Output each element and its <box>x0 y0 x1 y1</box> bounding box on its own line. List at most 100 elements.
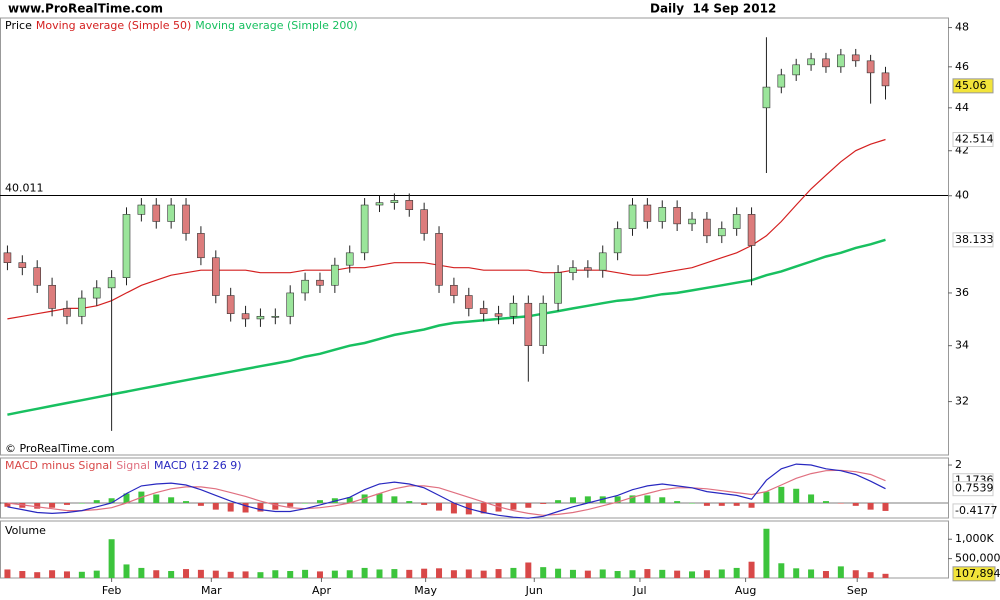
candle-body <box>584 267 592 271</box>
histogram-bar <box>346 497 353 503</box>
candle-body <box>703 218 711 237</box>
volume-bar <box>703 570 710 578</box>
histogram-bar <box>540 503 547 504</box>
candle-body <box>256 315 265 320</box>
candle-body <box>539 302 548 346</box>
volume-bar <box>644 569 651 578</box>
volume-bar <box>287 571 294 578</box>
y-tick-label: 40 <box>955 189 969 202</box>
histogram-bar <box>733 503 740 506</box>
candle-body <box>643 204 652 222</box>
volume-bar <box>629 570 636 578</box>
candle-body <box>152 204 161 222</box>
x-tick-label: Sep <box>847 584 868 597</box>
volume-bar <box>867 572 874 578</box>
volume-bar <box>555 568 562 578</box>
histogram-bar <box>287 503 294 507</box>
panel-frame <box>0 17 949 456</box>
histogram-bar <box>272 503 279 510</box>
macd-last-label-box <box>952 503 994 519</box>
candle-body <box>137 204 146 215</box>
volume-bar <box>659 569 666 578</box>
volume-bar <box>227 571 234 578</box>
histogram-bar <box>93 500 100 503</box>
volume-bar <box>837 566 844 578</box>
histogram-bar <box>837 503 844 504</box>
volume-bar <box>525 562 532 578</box>
candle-body <box>569 267 577 273</box>
candle-body <box>390 200 399 203</box>
legend-entry: MACD minus Signal <box>5 459 112 472</box>
histogram-bar <box>406 501 413 503</box>
histogram-bar <box>108 498 115 503</box>
ma-last-label-box <box>952 132 994 148</box>
volume-bar <box>406 569 413 578</box>
histogram-bar <box>63 503 70 505</box>
candle-body <box>792 64 801 76</box>
volume-bar <box>480 570 487 578</box>
volume-bar <box>569 569 576 578</box>
candle-body <box>63 308 71 317</box>
macd-last-label: -0.4177 <box>955 504 997 517</box>
candle-body <box>509 302 518 317</box>
legend-entry: Signal <box>116 459 150 472</box>
histogram-bar <box>183 501 190 503</box>
macd-line <box>7 469 886 516</box>
volume-bar <box>63 571 70 578</box>
candle-body <box>851 54 860 62</box>
candle-body <box>866 60 875 74</box>
volume-bar <box>450 570 457 578</box>
histogram-bar <box>510 503 517 510</box>
ma-last-label: 38.133 <box>955 233 994 246</box>
candle-body <box>211 257 220 296</box>
x-tick-label: Mar <box>201 584 222 597</box>
histogram-bar <box>421 503 428 505</box>
y-tick-label: 1,000K <box>955 532 994 545</box>
volume-bar <box>212 570 219 578</box>
candle-body <box>762 86 771 109</box>
volume-bar <box>822 571 829 578</box>
histogram-bar <box>212 503 219 510</box>
x-tick-label: Apr <box>312 584 332 597</box>
candle-body <box>182 204 190 234</box>
y-tick-label: 36 <box>955 286 969 299</box>
candle-body <box>241 313 250 320</box>
candle-body <box>717 228 726 237</box>
volume-bar <box>316 571 323 578</box>
volume-bar <box>510 567 517 578</box>
histogram-bar <box>257 503 264 512</box>
histogram-bar <box>659 497 666 503</box>
volume-bar <box>614 571 621 578</box>
last-close-label-box <box>952 78 994 94</box>
legend-entry: Moving average (Simple 50) <box>36 19 191 32</box>
candle-body <box>732 214 741 229</box>
histogram-bar <box>480 503 487 514</box>
histogram-bar <box>436 503 443 511</box>
candle-body <box>658 207 667 222</box>
histogram-bar <box>525 503 532 508</box>
candle-body <box>822 58 830 68</box>
candle-body <box>286 292 295 317</box>
y-tick-label: 32 <box>955 395 969 408</box>
candle-body <box>331 264 339 286</box>
volume-bar <box>34 572 41 578</box>
candle-body <box>688 218 696 225</box>
histogram-bar <box>614 496 621 503</box>
panel-frame <box>0 520 949 579</box>
histogram-bar <box>49 503 56 508</box>
volume-bar <box>4 569 11 578</box>
macd-last-label: 0.7539 <box>955 482 994 495</box>
y-tick-label: 44 <box>955 101 969 114</box>
candle-body <box>226 295 235 314</box>
volume-bar <box>19 571 26 578</box>
candle-body <box>360 204 369 254</box>
volume-bar <box>436 568 443 578</box>
histogram-bar <box>242 503 249 513</box>
candle-body <box>92 287 101 299</box>
volume-bar <box>718 569 725 578</box>
histogram-bar <box>793 488 800 503</box>
volume-bar <box>168 571 175 578</box>
panel-frame <box>0 457 949 519</box>
histogram-bar <box>4 503 11 507</box>
